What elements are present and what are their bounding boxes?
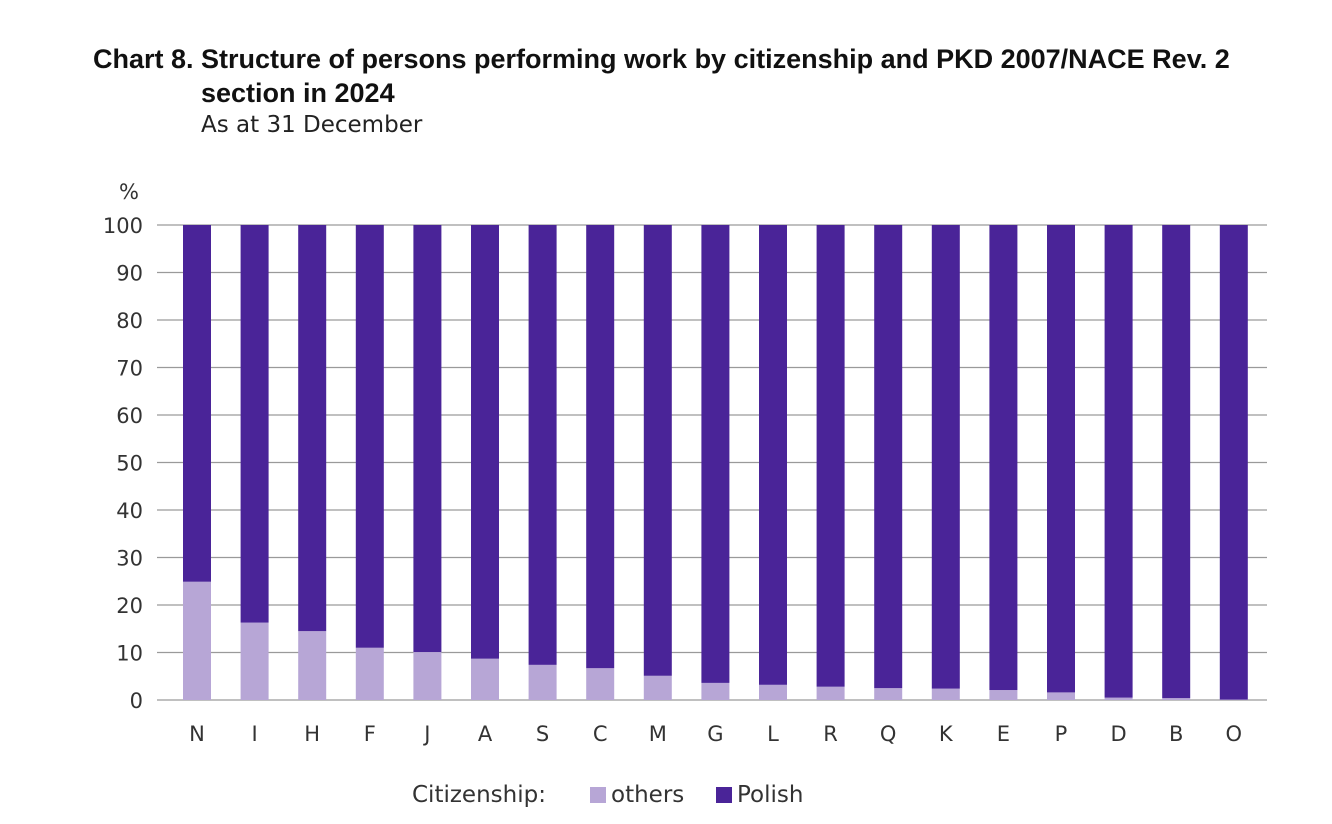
y-tick-label-0: 0 (130, 689, 143, 713)
bar-I-others (240, 622, 269, 700)
x-tick-label-B: B (1169, 722, 1183, 746)
bar-A-others (471, 658, 499, 700)
bar-E-others (989, 690, 1018, 700)
chart-title: Chart 8. Structure of persons performing… (93, 42, 1293, 110)
bar-E-polish (989, 225, 1018, 691)
bar-R-polish (816, 225, 845, 687)
bar-L-polish (759, 225, 787, 685)
x-tick-label-E: E (997, 722, 1010, 746)
bar-G-polish (701, 225, 730, 683)
x-tick-label-G: G (707, 722, 723, 746)
bar-A-polish (471, 225, 499, 659)
x-tick-label-N: N (189, 722, 205, 746)
bar-K-others (931, 688, 960, 700)
legend: Citizenship: others Polish (0, 782, 1332, 814)
x-tick-label-C: C (593, 722, 608, 746)
chart-subtitle: As at 31 December (201, 112, 423, 138)
axes: 0 10 20 30 40 50 60 70 80 90 100% N I H F J A S C M G L R Q K E P D… (103, 180, 1242, 746)
x-tick-label-I: I (251, 722, 257, 746)
y-tick-label-60: 60 (116, 404, 143, 428)
chart-title-block: Chart 8. Structure of persons performing… (93, 42, 1293, 140)
bar-H-polish (298, 225, 327, 632)
y-tick-label-80: 80 (116, 309, 143, 333)
bar-N-others (183, 581, 211, 700)
bar-B-others (1162, 698, 1191, 700)
bar-H-others (298, 631, 327, 700)
bar-G-others (701, 682, 730, 700)
chart-number-label: Chart 8. (93, 44, 194, 74)
bar-S-polish (528, 225, 557, 665)
bar-B-polish (1162, 225, 1191, 699)
y-tick-label-90: 90 (116, 262, 143, 286)
bar-F-others (355, 647, 384, 700)
legend-label-polish: Polish (737, 782, 804, 808)
x-tick-label-R: R (823, 722, 838, 746)
legend-swatch-others (590, 787, 606, 803)
y-tick-label-40: 40 (116, 499, 143, 523)
bar-C-others (586, 668, 615, 700)
chart-title-text: Structure of persons performing work by … (201, 44, 1230, 108)
bar-J-polish (413, 225, 442, 653)
bar-M-polish (643, 225, 672, 676)
x-tick-label-L: L (767, 722, 779, 746)
bar-L-others (759, 684, 787, 700)
x-tick-label-P: P (1055, 722, 1068, 746)
y-tick-label-70: 70 (116, 357, 143, 381)
legend-swatch-polish (716, 787, 732, 803)
x-tick-label-S: S (536, 722, 549, 746)
bar-Q-others (874, 688, 903, 700)
bar-N-polish (183, 225, 211, 582)
legend-item-others: others (590, 782, 684, 808)
bar-C-polish (586, 225, 615, 669)
x-tick-label-J: J (422, 722, 430, 746)
x-tick-label-A: A (478, 722, 493, 746)
y-tick-label-100: 100 (103, 214, 143, 238)
bar-J-others (413, 652, 442, 700)
x-tick-label-F: F (364, 722, 376, 746)
y-tick-label-30: 30 (116, 547, 143, 571)
x-tick-label-D: D (1111, 722, 1127, 746)
bar-P-others (1047, 692, 1075, 700)
bar-F-polish (355, 225, 384, 648)
y-axis-unit-label: % (119, 180, 139, 204)
y-tick-label-50: 50 (116, 452, 143, 476)
y-tick-label-10: 10 (116, 642, 143, 666)
bar-Q-polish (874, 225, 903, 689)
bars (183, 225, 1248, 700)
bar-D-others (1104, 697, 1133, 700)
bar-R-others (816, 686, 845, 700)
legend-label-others: others (611, 782, 685, 808)
bar-I-polish (240, 225, 269, 623)
y-tick-label-20: 20 (116, 594, 143, 618)
x-tick-label-H: H (304, 722, 320, 746)
bar-P-polish (1047, 225, 1075, 693)
x-tick-label-K: K (939, 722, 954, 746)
x-tick-label-Q: Q (880, 722, 897, 746)
bar-K-polish (931, 225, 960, 689)
x-tick-label-O: O (1226, 722, 1243, 746)
legend-item-polish: Polish (716, 782, 803, 808)
legend-title: Citizenship: (412, 782, 546, 808)
bar-S-others (528, 664, 557, 700)
bar-D-polish (1104, 225, 1133, 698)
bar-O-polish (1219, 225, 1248, 700)
bar-M-others (643, 675, 672, 700)
x-tick-label-M: M (649, 722, 667, 746)
